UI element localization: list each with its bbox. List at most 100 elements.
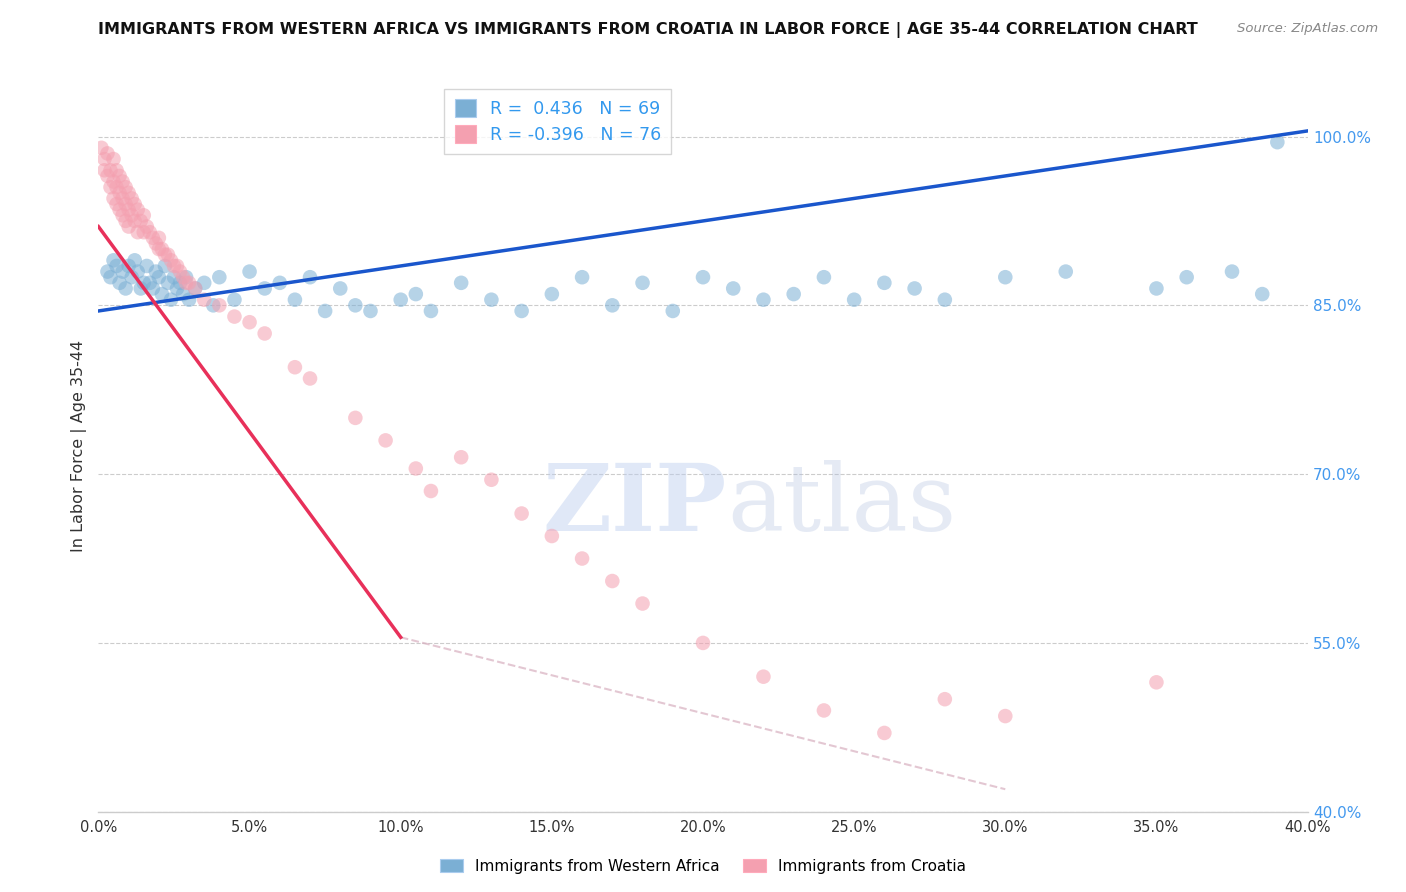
- Point: [132, 208, 155, 222]
- Point: [631, 597, 654, 611]
- Point: [124, 253, 146, 268]
- Point: [481, 473, 503, 487]
- Point: [174, 276, 197, 290]
- Point: [374, 434, 396, 448]
- Point: [510, 507, 533, 521]
- Point: [405, 287, 427, 301]
- Point: [93, 152, 115, 166]
- Point: [1267, 135, 1289, 149]
- Point: [129, 281, 152, 295]
- Point: [156, 248, 179, 262]
- Point: [662, 304, 685, 318]
- Point: [148, 270, 170, 285]
- Point: [111, 208, 134, 222]
- Point: [124, 214, 146, 228]
- Point: [184, 281, 207, 295]
- Point: [153, 248, 176, 262]
- Point: [150, 242, 173, 256]
- Point: [481, 293, 503, 307]
- Y-axis label: In Labor Force | Age 35-44: In Labor Force | Age 35-44: [72, 340, 87, 552]
- Point: [172, 287, 194, 301]
- Point: [111, 264, 134, 278]
- Point: [541, 287, 564, 301]
- Point: [145, 264, 167, 278]
- Point: [108, 186, 131, 200]
- Point: [994, 709, 1017, 723]
- Point: [114, 214, 136, 228]
- Point: [103, 253, 125, 268]
- Point: [1220, 264, 1243, 278]
- Point: [224, 293, 246, 307]
- Point: [208, 298, 231, 312]
- Point: [108, 169, 131, 183]
- Point: [179, 276, 201, 290]
- Point: [253, 281, 276, 295]
- Text: ZIP: ZIP: [543, 459, 727, 549]
- Point: [510, 304, 533, 318]
- Point: [163, 259, 186, 273]
- Point: [172, 270, 194, 285]
- Point: [96, 264, 118, 278]
- Point: [450, 450, 472, 465]
- Point: [135, 219, 157, 234]
- Point: [269, 276, 291, 290]
- Point: [344, 410, 367, 425]
- Point: [108, 202, 131, 217]
- Point: [389, 293, 412, 307]
- Point: [142, 281, 165, 295]
- Point: [994, 270, 1017, 285]
- Point: [253, 326, 276, 341]
- Point: [148, 242, 170, 256]
- Point: [145, 236, 167, 251]
- Point: [541, 529, 564, 543]
- Point: [873, 276, 896, 290]
- Point: [121, 191, 143, 205]
- Point: [1175, 270, 1198, 285]
- Point: [934, 293, 956, 307]
- Point: [93, 163, 115, 178]
- Point: [193, 293, 215, 307]
- Point: [127, 225, 149, 239]
- Point: [127, 264, 149, 278]
- Point: [132, 225, 155, 239]
- Point: [813, 270, 835, 285]
- Point: [139, 276, 162, 290]
- Point: [202, 298, 225, 312]
- Point: [224, 310, 246, 324]
- Point: [100, 163, 122, 178]
- Point: [1251, 287, 1274, 301]
- Point: [602, 298, 624, 312]
- Point: [114, 281, 136, 295]
- Point: [208, 270, 231, 285]
- Point: [420, 483, 443, 498]
- Point: [299, 371, 322, 385]
- Point: [135, 259, 157, 273]
- Point: [344, 298, 367, 312]
- Legend: R =  0.436   N = 69, R = -0.396   N = 76: R = 0.436 N = 69, R = -0.396 N = 76: [444, 89, 671, 154]
- Point: [299, 270, 322, 285]
- Point: [169, 276, 191, 290]
- Point: [783, 287, 806, 301]
- Point: [139, 225, 162, 239]
- Point: [239, 264, 262, 278]
- Point: [752, 670, 775, 684]
- Point: [103, 175, 125, 189]
- Point: [420, 304, 443, 318]
- Point: [1146, 675, 1168, 690]
- Point: [193, 276, 215, 290]
- Point: [1054, 264, 1077, 278]
- Point: [169, 264, 191, 278]
- Point: [156, 276, 179, 290]
- Point: [118, 202, 141, 217]
- Point: [114, 180, 136, 194]
- Point: [602, 574, 624, 588]
- Point: [90, 141, 112, 155]
- Point: [934, 692, 956, 706]
- Legend: Immigrants from Western Africa, Immigrants from Croatia: Immigrants from Western Africa, Immigran…: [434, 853, 972, 880]
- Point: [160, 253, 183, 268]
- Point: [314, 304, 336, 318]
- Point: [153, 259, 176, 273]
- Point: [405, 461, 427, 475]
- Point: [118, 186, 141, 200]
- Point: [105, 259, 128, 273]
